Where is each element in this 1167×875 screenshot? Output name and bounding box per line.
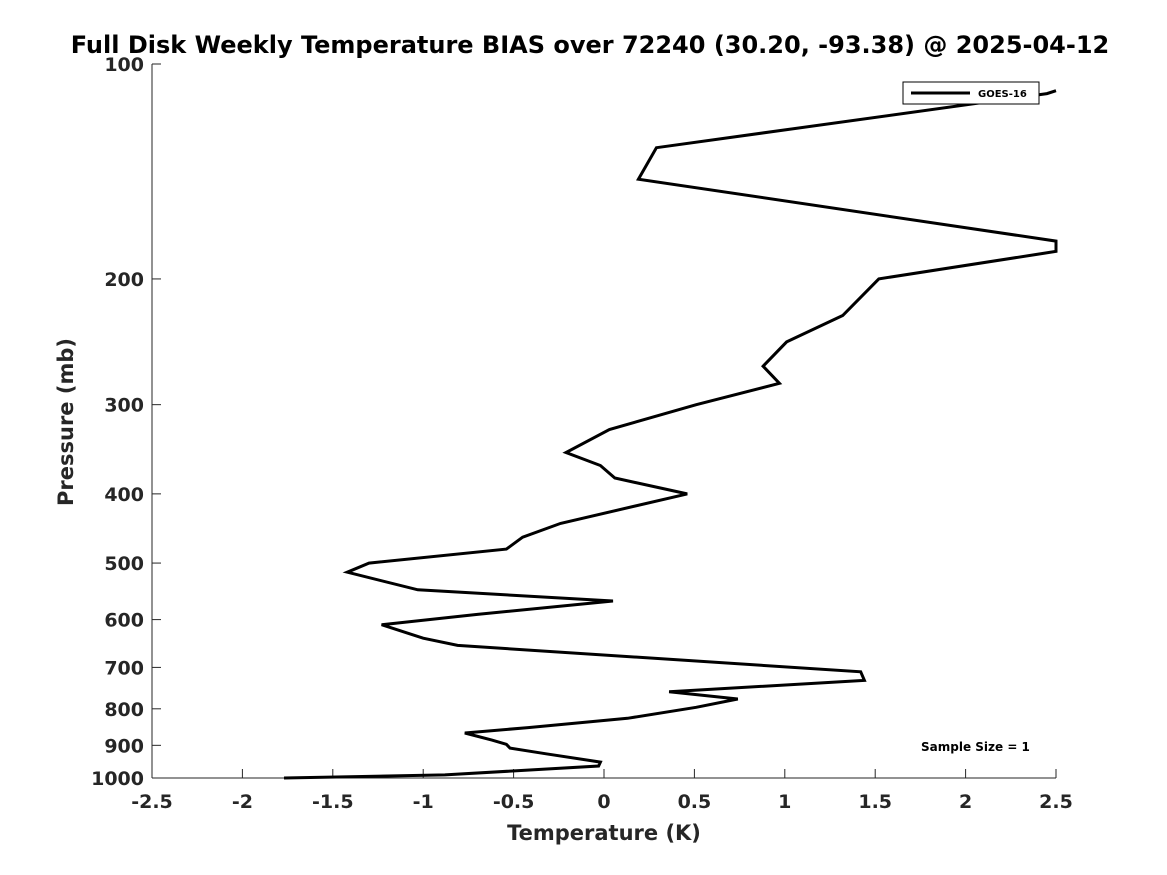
- y-tick-label: 500: [104, 553, 144, 575]
- x-axis-label: Temperature (K): [507, 821, 701, 845]
- x-tick-label: 1.5: [858, 791, 892, 813]
- y-tick-label: 200: [104, 269, 144, 291]
- legend: GOES-16: [902, 81, 1040, 105]
- x-tick-label: -1.5: [312, 791, 354, 813]
- y-tick-label: 100: [104, 54, 144, 76]
- y-tick-label: 400: [104, 484, 144, 506]
- series-layer: [283, 89, 1058, 780]
- x-tick-label: -2.5: [131, 791, 173, 813]
- x-tick-label: -2: [232, 791, 253, 813]
- x-tick-label: 0: [597, 791, 610, 813]
- chart-title: Full Disk Weekly Temperature BIAS over 7…: [71, 31, 1110, 59]
- y-tick-label: 600: [104, 610, 144, 632]
- y-tick-label: 900: [104, 735, 144, 757]
- series-line-goes-16: [283, 89, 1058, 780]
- sample-size-annotation: Sample Size = 1: [921, 740, 1030, 754]
- y-tick-label: 800: [104, 699, 144, 721]
- axes: -2.5 -2 -1.5 -1 -0.5 0 0.5 1 1.5 2 2.5 100 200 300 400…: [91, 54, 1073, 813]
- y-axis-label: Pressure (mb): [54, 338, 78, 506]
- legend-box: [902, 81, 1040, 105]
- x-tick-label: 2.5: [1039, 791, 1073, 813]
- x-tick-label: 1: [778, 791, 791, 813]
- y-tick-label: 700: [104, 657, 144, 679]
- x-tick-label: 0.5: [678, 791, 712, 813]
- x-tick-label: -0.5: [493, 791, 535, 813]
- y-tick-label: 1000: [91, 768, 144, 790]
- y-tick-label: 300: [104, 395, 144, 417]
- x-tick-label: 2: [959, 791, 972, 813]
- x-tick-label: -1: [413, 791, 434, 813]
- legend-entry-goes-16: GOES-16: [978, 89, 1027, 100]
